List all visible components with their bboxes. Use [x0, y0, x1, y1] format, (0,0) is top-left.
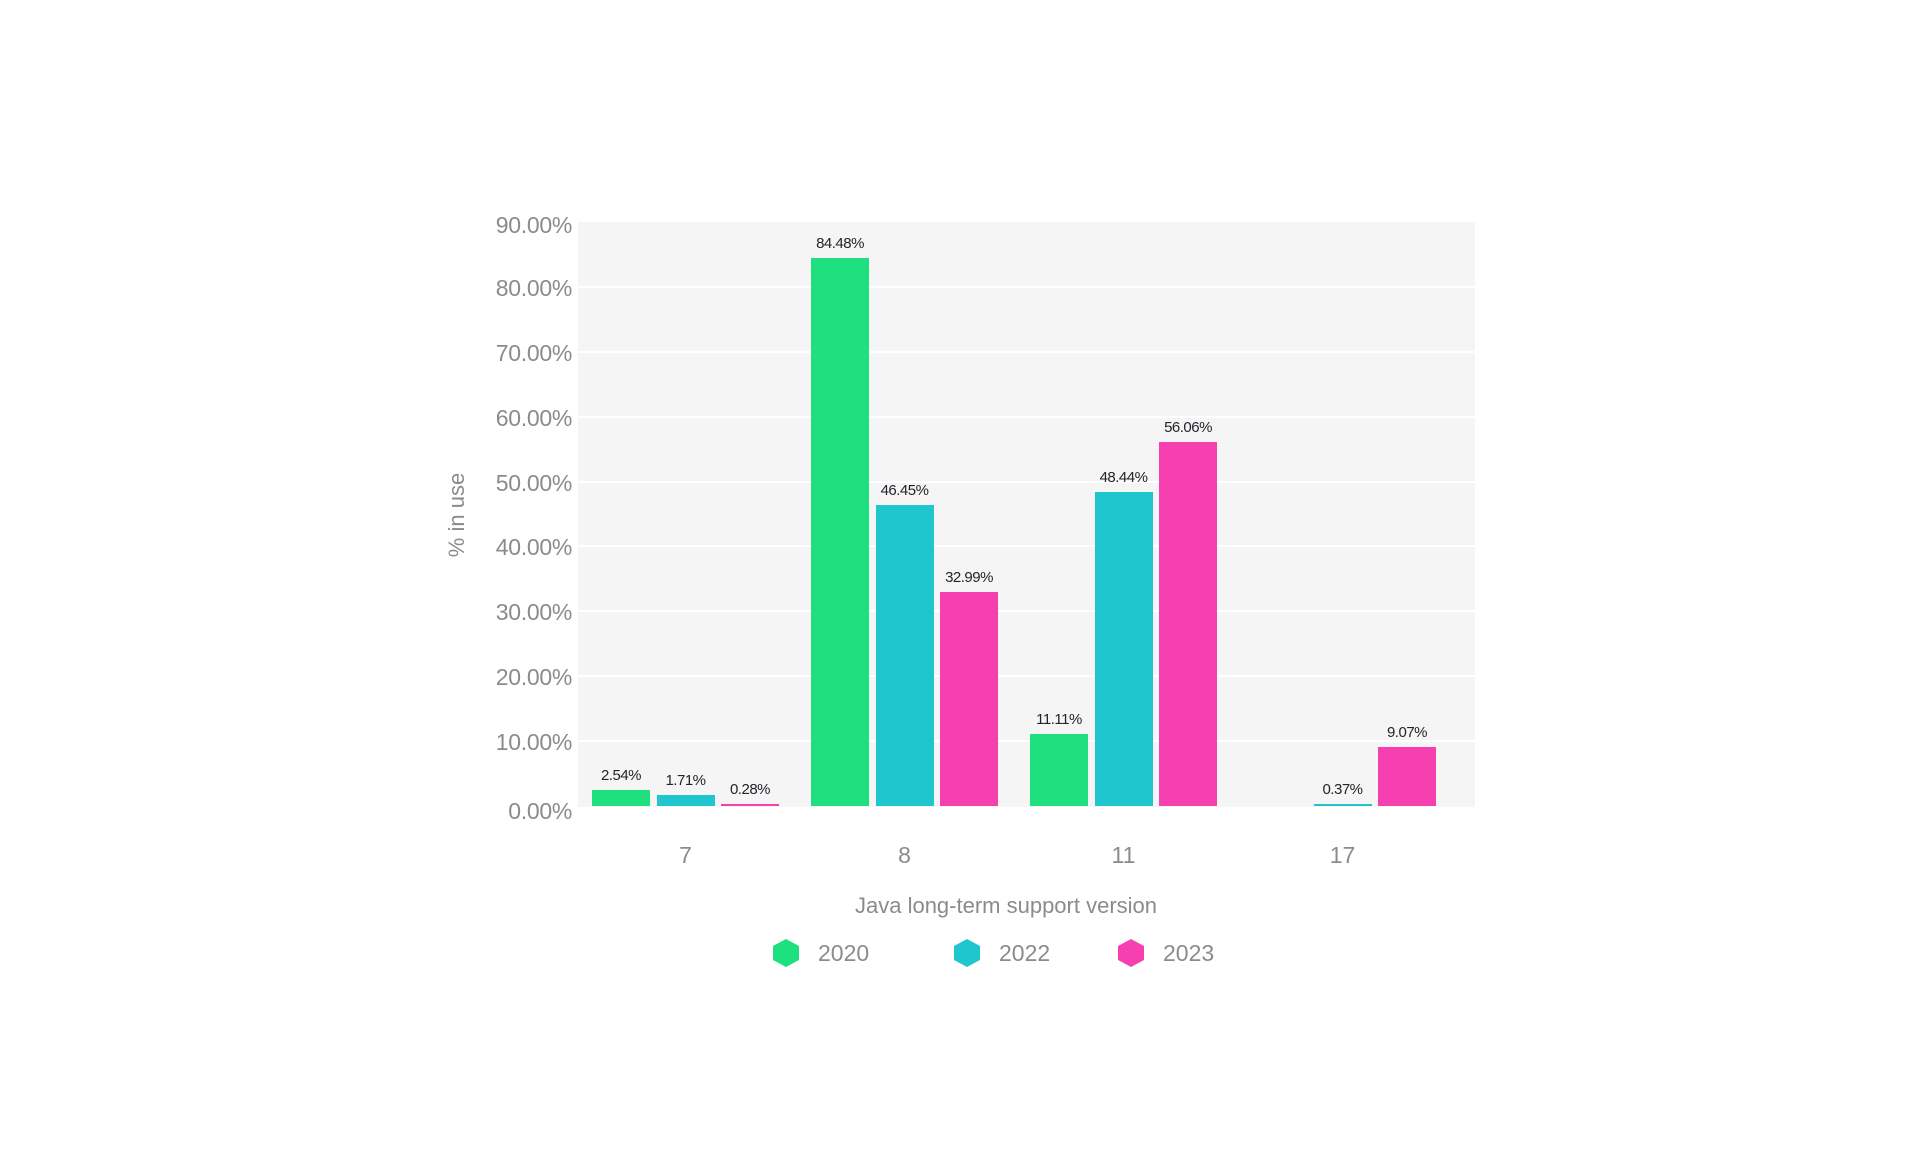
- gridline: [578, 415, 1475, 418]
- bar-7-2020[interactable]: [592, 789, 650, 806]
- bar-11-2022[interactable]: [1094, 491, 1153, 806]
- legend-label: 2022: [999, 939, 1051, 966]
- x-tick-label: 11: [1111, 842, 1136, 868]
- bar-value-label: 0.28%: [729, 781, 771, 798]
- bar-17-2023[interactable]: [1378, 747, 1436, 806]
- y-tick-label: 0.00%: [508, 798, 572, 824]
- y-tick-label: 20.00%: [495, 664, 573, 691]
- y-tick-label: 90.00%: [495, 212, 573, 238]
- x-tick-label: 8: [898, 842, 911, 868]
- y-tick-label: 30.00%: [495, 599, 573, 626]
- bar-value-label: 48.44%: [1099, 468, 1148, 486]
- bar-value-label: 9.07%: [1386, 724, 1428, 742]
- y-tick-label: 70.00%: [495, 339, 573, 366]
- legend-item-2023[interactable]: 2023: [1118, 939, 1214, 967]
- bar-value-label: 0.37%: [1322, 780, 1363, 798]
- bar-8-2022[interactable]: [875, 504, 934, 806]
- x-tick-label: 17: [1329, 842, 1356, 868]
- bar-value-label: 11.11%: [1036, 710, 1082, 728]
- y-tick-label: 50.00%: [495, 469, 573, 496]
- bar-value-label: 56.06%: [1164, 419, 1212, 437]
- bar-value-label: 32.99%: [945, 568, 993, 586]
- bar-value-label: 2.54%: [600, 766, 642, 784]
- bar-7-2023[interactable]: [721, 804, 779, 806]
- gridline: [578, 285, 1475, 288]
- legend-label: 2020: [818, 939, 870, 966]
- legend-item-2022[interactable]: 2022: [954, 939, 1050, 967]
- y-tick-label: 80.00%: [495, 274, 573, 301]
- legend-item-2020[interactable]: 2020: [773, 939, 869, 967]
- gridline: [578, 675, 1475, 678]
- gridline: [578, 740, 1475, 743]
- bar-value-label: 1.71%: [665, 771, 706, 789]
- bar-11-2020[interactable]: [1030, 733, 1088, 806]
- x-axis-title: Java long-term support version: [854, 893, 1158, 918]
- bar-8-2020[interactable]: [811, 257, 869, 806]
- bar-value-label: 84.48%: [816, 234, 864, 252]
- bar-7-2022[interactable]: [656, 794, 715, 806]
- bar-17-2022[interactable]: [1313, 803, 1372, 806]
- gridline: [578, 480, 1475, 483]
- y-tick-label: 40.00%: [495, 534, 573, 561]
- bar-8-2023[interactable]: [940, 591, 998, 806]
- y-tick-label: 60.00%: [495, 404, 573, 431]
- x-tick-label: 7: [679, 842, 692, 868]
- y-tick-label: 10.00%: [495, 729, 573, 756]
- gridline: [578, 350, 1475, 353]
- hexagon-icon: [954, 939, 980, 967]
- hexagon-icon: [773, 939, 799, 967]
- plot-area: [578, 222, 1475, 807]
- bar-11-2023[interactable]: [1159, 442, 1217, 806]
- hexagon-icon: [1118, 939, 1144, 967]
- gridline: [578, 545, 1475, 548]
- y-axis-title: % in use: [444, 472, 469, 558]
- legend-label: 2023: [1163, 939, 1215, 966]
- bar-value-label: 46.45%: [880, 481, 929, 499]
- gridline: [578, 610, 1475, 613]
